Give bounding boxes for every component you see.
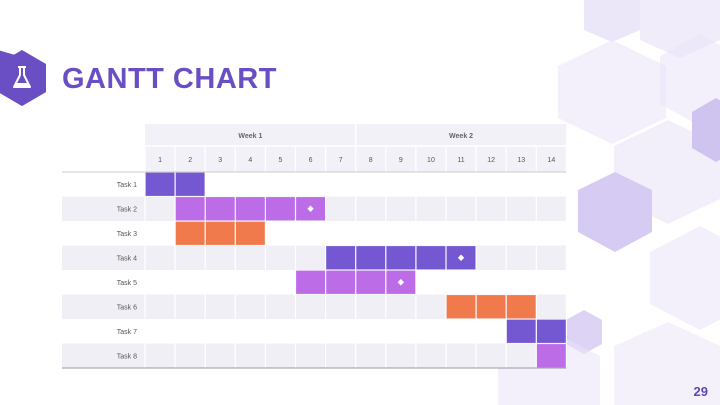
task-bar-cell — [476, 295, 506, 319]
page-number: 29 — [693, 384, 708, 399]
task-bar-cell — [175, 172, 205, 196]
week-label: Week 1 — [238, 133, 262, 140]
hexagon-decoration — [614, 322, 720, 405]
task-bar-cell — [175, 221, 205, 245]
day-label: 3 — [218, 157, 222, 164]
task-label: Task 5 — [117, 280, 137, 287]
task-label: Task 2 — [117, 206, 137, 213]
day-label: 1 — [158, 157, 162, 164]
day-label: 9 — [399, 157, 403, 164]
task-bar-cell — [506, 319, 536, 343]
hexagon-decoration — [650, 226, 720, 330]
day-label: 4 — [248, 157, 252, 164]
task-bar-cell — [416, 246, 446, 270]
day-label: 8 — [369, 157, 373, 164]
task-label: Task 7 — [117, 329, 137, 336]
row-background — [62, 343, 567, 368]
task-label: Task 3 — [117, 231, 137, 238]
day-label: 11 — [457, 157, 464, 164]
row-background — [62, 319, 567, 344]
task-bar-cell — [205, 197, 235, 221]
row-background — [62, 221, 567, 246]
row-background — [62, 245, 567, 270]
hexagon-decoration — [566, 310, 602, 354]
week-label: Week 2 — [449, 133, 473, 140]
row-background — [62, 172, 567, 197]
task-label: Task 8 — [117, 353, 137, 360]
page-title: GANTT CHART — [62, 63, 277, 95]
task-bar-cell — [536, 319, 566, 343]
milestone-marker — [397, 279, 405, 286]
hexagon-decoration — [578, 172, 652, 252]
day-label: 14 — [547, 157, 555, 164]
task-bar-cell — [446, 295, 476, 319]
day-label: 2 — [188, 157, 192, 164]
task-label: Task 4 — [117, 255, 137, 262]
task-bar-cell — [326, 246, 356, 270]
flask-icon — [0, 50, 46, 106]
task-bar-cell — [205, 221, 235, 245]
day-label: 12 — [487, 157, 495, 164]
hexagon-decoration — [558, 40, 666, 144]
day-label: 13 — [517, 157, 525, 164]
task-bar-cell — [386, 246, 416, 270]
task-bar-cell — [326, 270, 356, 294]
task-bar-cell — [506, 295, 536, 319]
day-label: 5 — [278, 157, 282, 164]
task-bar-cell — [296, 270, 325, 294]
task-bar-cell — [235, 221, 265, 245]
task-bar-cell — [235, 197, 265, 221]
task-label: Task 1 — [117, 182, 137, 189]
task-bar-cell — [266, 197, 295, 221]
hexagon-decoration — [692, 98, 720, 162]
hexagon-decoration — [660, 34, 720, 126]
day-label: 10 — [427, 157, 435, 164]
milestone-marker — [307, 205, 314, 212]
task-bar-cell — [536, 344, 566, 368]
task-label: Task 6 — [117, 304, 137, 311]
hexagon-decoration — [584, 0, 640, 42]
day-label: 6 — [309, 157, 313, 164]
milestone-marker — [457, 254, 465, 261]
task-bar-cell — [356, 270, 386, 294]
task-bar-cell — [145, 172, 175, 196]
day-label: 7 — [339, 157, 343, 164]
task-bar-cell — [356, 246, 386, 270]
task-bar-cell — [175, 197, 205, 221]
